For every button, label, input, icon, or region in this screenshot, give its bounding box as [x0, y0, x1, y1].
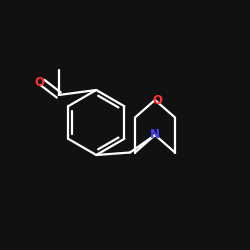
- Text: N: N: [150, 128, 160, 141]
- Text: O: O: [152, 94, 162, 106]
- Text: O: O: [34, 76, 44, 89]
